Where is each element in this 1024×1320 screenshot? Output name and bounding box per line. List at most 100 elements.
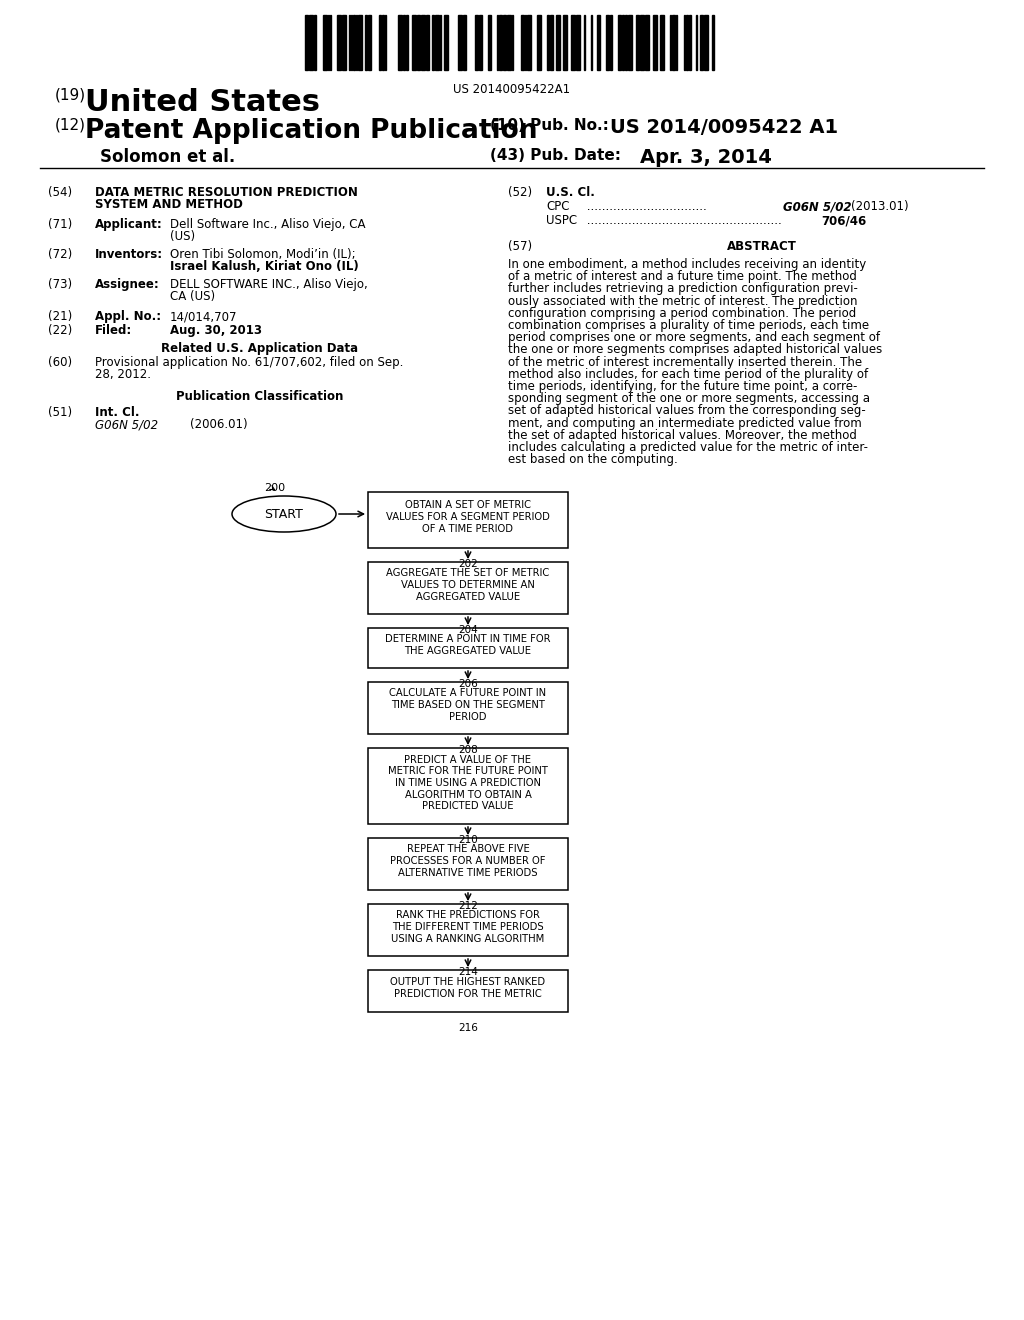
Text: In one embodiment, a method includes receiving an identity: In one embodiment, a method includes rec…: [508, 257, 866, 271]
Bar: [342, 15, 346, 70]
Text: (73): (73): [48, 279, 72, 290]
Text: (12): (12): [55, 117, 86, 133]
Text: PREDICTION FOR THE METRIC: PREDICTION FOR THE METRIC: [394, 989, 542, 999]
Bar: [353, 15, 355, 70]
Text: 202: 202: [458, 558, 478, 569]
Bar: [368, 904, 568, 956]
Text: Oren Tibi Solomon, Modi’in (IL);: Oren Tibi Solomon, Modi’in (IL);: [170, 248, 355, 261]
Text: (2006.01): (2006.01): [190, 418, 248, 432]
Text: ................................: ................................: [583, 201, 707, 213]
Text: US 20140095422A1: US 20140095422A1: [454, 83, 570, 96]
Text: ABSTRACT: ABSTRACT: [727, 240, 797, 253]
Bar: [463, 15, 466, 70]
Bar: [503, 15, 506, 70]
Text: (US): (US): [170, 230, 196, 243]
Text: Aug. 30, 2013: Aug. 30, 2013: [170, 323, 262, 337]
Text: 200: 200: [264, 483, 285, 492]
Bar: [556, 15, 560, 70]
Text: ment, and computing an intermediate predicted value from: ment, and computing an intermediate pred…: [508, 417, 862, 429]
Text: OUTPUT THE HIGHEST RANKED: OUTPUT THE HIGHEST RANKED: [390, 977, 546, 987]
Text: THE DIFFERENT TIME PERIODS: THE DIFFERENT TIME PERIODS: [392, 921, 544, 932]
Text: PERIOD: PERIOD: [450, 711, 486, 722]
Text: G06N 5/02: G06N 5/02: [95, 418, 158, 432]
Text: includes calculating a predicted value for the metric of inter-: includes calculating a predicted value f…: [508, 441, 868, 454]
Bar: [622, 15, 624, 70]
Bar: [700, 15, 703, 70]
Text: U.S. Cl.: U.S. Cl.: [546, 186, 595, 199]
Bar: [521, 15, 524, 70]
Text: Provisional application No. 61/707,602, filed on Sep.: Provisional application No. 61/707,602, …: [95, 356, 403, 370]
Bar: [705, 15, 708, 70]
Bar: [563, 15, 567, 70]
Text: Applicant:: Applicant:: [95, 218, 163, 231]
Bar: [488, 15, 490, 70]
Text: ALTERNATIVE TIME PERIODS: ALTERNATIVE TIME PERIODS: [398, 867, 538, 878]
Bar: [547, 15, 549, 70]
Text: (19): (19): [55, 88, 86, 103]
Bar: [458, 15, 462, 70]
Bar: [653, 15, 657, 70]
Text: est based on the computing.: est based on the computing.: [508, 453, 678, 466]
Bar: [314, 15, 316, 70]
Text: (54): (54): [48, 186, 72, 199]
Bar: [337, 15, 341, 70]
Text: USING A RANKING ALGORITHM: USING A RANKING ALGORITHM: [391, 933, 545, 944]
Text: (71): (71): [48, 218, 73, 231]
Text: US 2014/0095422 A1: US 2014/0095422 A1: [610, 117, 838, 137]
Text: G06N 5/02: G06N 5/02: [783, 201, 852, 213]
Text: ously associated with the metric of interest. The prediction: ously associated with the metric of inte…: [508, 294, 857, 308]
Text: ....................................................: ........................................…: [583, 214, 781, 227]
Bar: [571, 15, 575, 70]
Bar: [421, 15, 425, 70]
Bar: [398, 15, 402, 70]
Text: Inventors:: Inventors:: [95, 248, 163, 261]
Bar: [672, 15, 675, 70]
Text: PROCESSES FOR A NUMBER OF: PROCESSES FOR A NUMBER OF: [390, 855, 546, 866]
Text: time periods, identifying, for the future time point, a corre-: time periods, identifying, for the futur…: [508, 380, 857, 393]
Bar: [618, 15, 621, 70]
Text: (10) Pub. No.:: (10) Pub. No.:: [490, 117, 609, 133]
Bar: [403, 15, 406, 70]
Text: THE AGGREGATED VALUE: THE AGGREGATED VALUE: [404, 645, 531, 656]
Bar: [323, 15, 327, 70]
Text: Filed:: Filed:: [95, 323, 132, 337]
Text: Patent Application Publication: Patent Application Publication: [85, 117, 538, 144]
Bar: [550, 15, 553, 70]
Text: OBTAIN A SET OF METRIC: OBTAIN A SET OF METRIC: [406, 500, 531, 511]
Bar: [365, 15, 367, 70]
Bar: [475, 15, 478, 70]
Bar: [406, 15, 408, 70]
Text: DELL SOFTWARE INC., Aliso Viejo,: DELL SOFTWARE INC., Aliso Viejo,: [170, 279, 368, 290]
Text: USPC: USPC: [546, 214, 578, 227]
Bar: [444, 15, 449, 70]
Text: (22): (22): [48, 323, 73, 337]
Text: (21): (21): [48, 310, 73, 323]
Text: (60): (60): [48, 356, 72, 370]
Text: 210: 210: [458, 836, 478, 845]
Text: RANK THE PREDICTIONS FOR: RANK THE PREDICTIONS FOR: [396, 911, 540, 920]
Text: period comprises one or more segments, and each segment of: period comprises one or more segments, a…: [508, 331, 880, 345]
Bar: [309, 15, 313, 70]
Text: Appl. No.:: Appl. No.:: [95, 310, 161, 323]
Text: (57): (57): [508, 240, 532, 253]
Bar: [712, 15, 714, 70]
Bar: [499, 15, 502, 70]
Bar: [628, 15, 632, 70]
Bar: [368, 628, 568, 668]
Bar: [636, 15, 639, 70]
Text: METRIC FOR THE FUTURE POINT: METRIC FOR THE FUTURE POINT: [388, 767, 548, 776]
Bar: [382, 15, 384, 70]
Text: PREDICTED VALUE: PREDICTED VALUE: [422, 801, 514, 810]
Bar: [368, 562, 568, 614]
Text: CALCULATE A FUTURE POINT IN: CALCULATE A FUTURE POINT IN: [389, 689, 547, 698]
Text: method also includes, for each time period of the plurality of: method also includes, for each time peri…: [508, 368, 868, 380]
Text: VALUES FOR A SEGMENT PERIOD: VALUES FOR A SEGMENT PERIOD: [386, 512, 550, 521]
Text: SYSTEM AND METHOD: SYSTEM AND METHOD: [95, 198, 243, 211]
Text: CA (US): CA (US): [170, 290, 215, 304]
Bar: [379, 15, 381, 70]
Text: 204: 204: [458, 624, 478, 635]
Text: set of adapted historical values from the corresponding seg-: set of adapted historical values from th…: [508, 404, 865, 417]
Bar: [689, 15, 691, 70]
Bar: [686, 15, 688, 70]
Bar: [435, 15, 439, 70]
